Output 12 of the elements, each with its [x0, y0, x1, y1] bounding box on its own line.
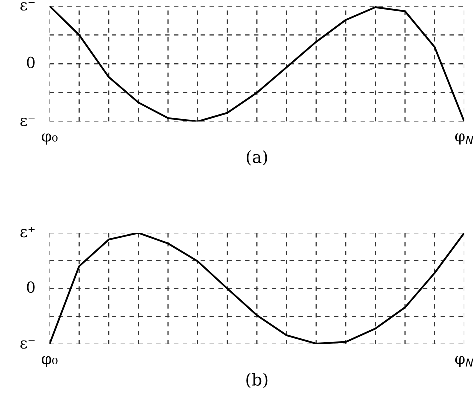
x-tick-label: φ$_{N}$ [455, 134, 474, 145]
x-tick-label: φ₀ [42, 356, 58, 368]
x-tick-label: φ$_{N}$ [455, 356, 474, 368]
x-axis-title: (a) [246, 150, 268, 166]
text: 0 [27, 56, 35, 68]
text: 0 [27, 282, 35, 294]
x-axis-title: (b) [246, 373, 268, 388]
text: ε⁺ [20, 226, 35, 238]
text: ε⁻ [20, 340, 35, 349]
text: ε⁻ [20, 118, 35, 126]
text: ε⁻ [20, 2, 35, 11]
x-tick-label: φ₀ [42, 134, 58, 145]
